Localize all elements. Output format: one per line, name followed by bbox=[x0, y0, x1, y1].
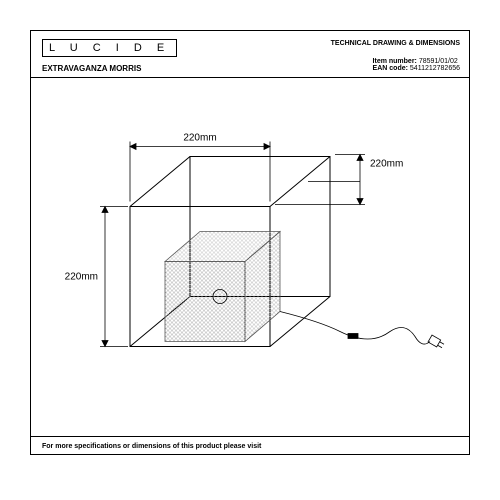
ean-code: 5411212782656 bbox=[410, 65, 460, 72]
footer-text: For more specifications or dimensions of… bbox=[42, 443, 261, 450]
drawing-svg: 220mm 220mm 220mm bbox=[30, 78, 470, 435]
item-info: Item number: 78591/01/02 EAN code: 54112… bbox=[373, 58, 460, 72]
item-label: Item number: bbox=[373, 58, 417, 65]
dim-depth: 220mm bbox=[370, 159, 403, 170]
item-number: 78591/01/02 bbox=[419, 58, 458, 65]
logo-text: L U C I D E bbox=[42, 39, 177, 57]
brand-logo: L U C I D E bbox=[42, 38, 177, 57]
footer-divider bbox=[30, 436, 470, 437]
page: L U C I D E TECHNICAL DRAWING & DIMENSIO… bbox=[0, 0, 500, 500]
item-number-row: Item number: 78591/01/02 bbox=[373, 58, 460, 65]
doc-type: TECHNICAL DRAWING & DIMENSIONS bbox=[331, 40, 460, 47]
product-name: EXTRAVAGANZA MORRIS bbox=[42, 64, 141, 73]
dim-height: 220mm bbox=[65, 272, 98, 283]
ean-label: EAN code: bbox=[373, 65, 408, 72]
technical-drawing: 220mm 220mm 220mm bbox=[30, 78, 470, 435]
ean-row: EAN code: 5411212782656 bbox=[373, 65, 460, 72]
dim-width: 220mm bbox=[183, 133, 216, 144]
